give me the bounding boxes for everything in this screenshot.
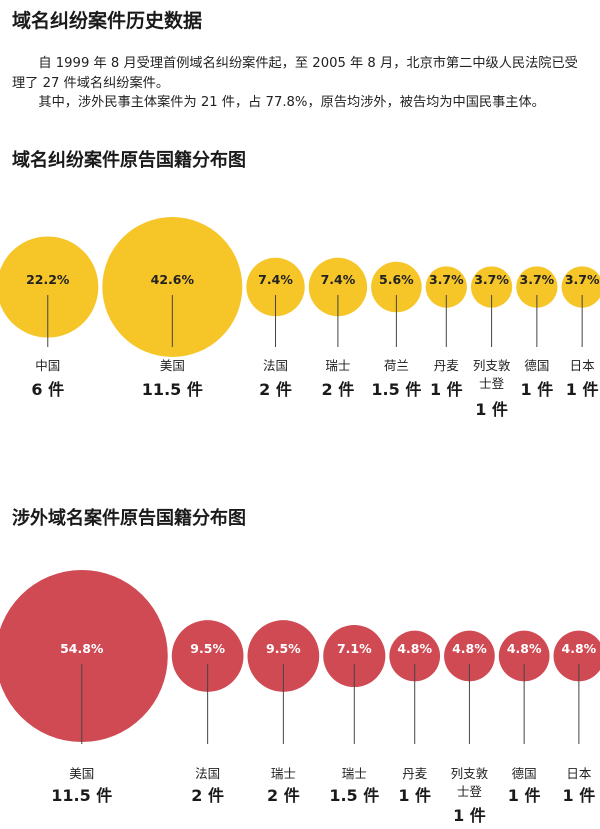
bubble <box>389 630 441 682</box>
category-label: 士登 <box>479 376 505 391</box>
category-label: 荷兰 <box>384 358 409 373</box>
percent-label: 4.8% <box>562 641 597 656</box>
percent-label: 3.7% <box>429 272 464 287</box>
category-label: 瑞士 <box>271 766 296 781</box>
percent-label: 3.7% <box>520 272 555 287</box>
percent-label: 7.4% <box>321 272 356 287</box>
bubble <box>246 257 305 317</box>
count-label: 1 件 <box>475 400 508 419</box>
bubble <box>516 266 558 308</box>
bubble-group-7: 4.8% 日本 1 件 <box>553 630 600 805</box>
count-label: 1 件 <box>508 786 541 805</box>
chart-foreign-plaintiff-nationality: 涉外域名案件原告国籍分布图 54.8% 美国 11.5 件 9.5% 法国 2 件 9.5% 瑞… <box>0 507 600 825</box>
percent-label: 22.2% <box>26 272 70 287</box>
intro-text: 自 1999 年 8 月受理首例域名纠纷案件起，至 2005 年 8 月，北京市… <box>12 54 590 113</box>
category-label: 丹麦 <box>434 358 460 373</box>
bubble <box>561 266 600 308</box>
percent-label: 4.8% <box>397 641 432 656</box>
count-label: 1 件 <box>521 380 554 399</box>
category-label: 列支敦 <box>473 358 511 373</box>
count-label: 1 件 <box>430 380 463 399</box>
bubble <box>425 266 467 308</box>
category-label: 士登 <box>457 784 483 799</box>
bubble-group-2: 9.5% 瑞士 2 件 <box>247 620 320 805</box>
category-label: 德国 <box>524 358 549 373</box>
count-label: 6 件 <box>31 380 64 399</box>
category-label: 中国 <box>35 358 60 373</box>
bubble-group-0: 22.2% 中国 6 件 <box>0 236 99 399</box>
count-label: 2 件 <box>267 786 300 805</box>
bubble-group-4: 5.6% 荷兰 1.5 件 <box>371 261 422 399</box>
category-label: 瑞士 <box>325 358 350 373</box>
bubble <box>371 261 422 313</box>
percent-label: 7.4% <box>258 272 293 287</box>
percent-label: 3.7% <box>474 272 509 287</box>
category-label: 日本 <box>566 766 592 781</box>
percent-label: 7.1% <box>337 641 372 656</box>
bubble-group-2: 7.4% 法国 2 件 <box>246 257 305 399</box>
bubble <box>171 620 244 692</box>
count-label: 2 件 <box>322 380 355 399</box>
intro-paragraph-1: 自 1999 年 8 月受理首例域名纠纷案件起，至 2005 年 8 月，北京市… <box>12 56 578 91</box>
intro-paragraph-2: 其中，涉外民事主体案件为 21 件，占 77.8%，原告均涉外，被告均为中国民事… <box>38 95 545 110</box>
category-label: 法国 <box>195 766 220 781</box>
count-label: 1.5 件 <box>329 786 379 805</box>
count-label: 2 件 <box>191 786 224 805</box>
percent-label: 3.7% <box>565 272 600 287</box>
bubble <box>553 630 600 682</box>
bubble <box>444 630 495 682</box>
bubble-group-4: 4.8% 丹麦 1 件 <box>389 630 441 805</box>
count-label: 11.5 件 <box>142 380 203 399</box>
chart-title: 涉外域名案件原告国籍分布图 <box>12 507 246 529</box>
bubble <box>247 620 320 692</box>
bubble-group-3: 7.4% 瑞士 2 件 <box>308 257 368 399</box>
category-label: 列支敦 <box>451 766 489 781</box>
bubble <box>0 570 168 742</box>
percent-label: 9.5% <box>266 641 301 656</box>
chart-title: 域名纠纷案件原告国籍分布图 <box>12 149 246 171</box>
count-label: 2 件 <box>259 380 292 399</box>
bubble-group-3: 7.1% 瑞士 1.5 件 <box>323 624 386 805</box>
category-label: 美国 <box>69 766 94 781</box>
bubble <box>470 266 513 308</box>
category-label: 瑞士 <box>342 766 367 781</box>
percent-label: 9.5% <box>190 641 225 656</box>
bubble-group-7: 3.7% 德国 1 件 <box>516 266 558 399</box>
percent-label: 42.6% <box>151 272 195 287</box>
bubble <box>498 630 550 682</box>
count-label: 11.5 件 <box>51 786 112 805</box>
percent-label: 4.8% <box>507 641 542 656</box>
bubble-group-1: 9.5% 法国 2 件 <box>171 620 244 805</box>
count-label: 1.5 件 <box>371 380 421 399</box>
bubble <box>0 236 99 338</box>
percent-label: 5.6% <box>379 272 414 287</box>
bubble-group-1: 42.6% 美国 11.5 件 <box>102 217 243 399</box>
bubble-group-8: 3.7% 日本 1 件 <box>561 266 600 399</box>
count-label: 1 件 <box>563 786 596 805</box>
bubble <box>323 624 386 688</box>
category-label: 丹麦 <box>402 766 428 781</box>
percent-label: 54.8% <box>60 641 104 656</box>
bubble <box>102 217 243 357</box>
bubble-group-6: 4.8% 德国 1 件 <box>498 630 550 805</box>
category-label: 法国 <box>263 358 288 373</box>
page-title: 域名纠纷案件历史数据 <box>12 10 203 32</box>
category-label: 德国 <box>512 766 537 781</box>
count-label: 1 件 <box>566 380 599 399</box>
count-label: 1 件 <box>398 786 431 805</box>
bubble <box>308 257 368 317</box>
bubble-group-0: 54.8% 美国 11.5 件 <box>0 570 168 805</box>
count-label: 1 件 <box>453 806 486 825</box>
bubble-group-5: 3.7% 丹麦 1 件 <box>425 266 467 399</box>
percent-label: 4.8% <box>452 641 487 656</box>
category-label: 日本 <box>570 358 596 373</box>
chart-plaintiff-nationality: 域名纠纷案件原告国籍分布图 22.2% 中国 6 件 42.6% 美国 11.5 件 7.4%… <box>0 149 600 419</box>
category-label: 美国 <box>160 358 185 373</box>
